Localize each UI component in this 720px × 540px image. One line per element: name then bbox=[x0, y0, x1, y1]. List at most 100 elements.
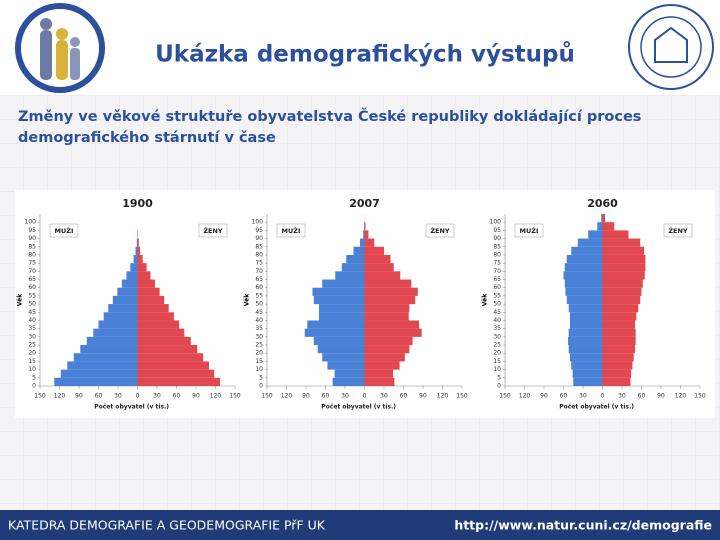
bar bbox=[570, 320, 603, 329]
x-tick-label: 0 bbox=[363, 393, 367, 400]
bar bbox=[364, 361, 400, 370]
bar bbox=[588, 230, 603, 239]
bar bbox=[602, 345, 635, 354]
bar bbox=[137, 320, 180, 329]
y-axis-label: Věk bbox=[482, 293, 489, 306]
y-tick-label: 45 bbox=[28, 309, 36, 316]
legend-box bbox=[276, 223, 306, 238]
x-tick-label: 30 bbox=[153, 393, 161, 400]
bar bbox=[341, 263, 365, 272]
y-tick-label: 55 bbox=[28, 292, 36, 299]
bar bbox=[602, 246, 645, 255]
legend-label: MUŽI bbox=[282, 226, 301, 235]
y-tick-label: 55 bbox=[255, 292, 263, 299]
y-tick-label: 95 bbox=[28, 227, 36, 234]
bar bbox=[364, 320, 420, 329]
y-tick-label: 65 bbox=[493, 276, 501, 283]
x-tick-label: 120 bbox=[437, 393, 449, 400]
bar bbox=[135, 246, 138, 255]
y-tick-label: 30 bbox=[28, 333, 36, 340]
y-tick-label: 85 bbox=[493, 243, 501, 250]
bar bbox=[363, 230, 365, 239]
y-tick-label: 45 bbox=[493, 309, 501, 316]
bar bbox=[121, 279, 138, 288]
bar bbox=[137, 377, 221, 386]
slide-title: Ukázka demografických výstupů bbox=[155, 41, 575, 68]
y-tick-label: 70 bbox=[255, 268, 263, 275]
bar bbox=[602, 336, 636, 346]
bar bbox=[364, 328, 422, 337]
bar bbox=[564, 263, 603, 272]
y-tick-label: 25 bbox=[28, 342, 36, 349]
bar bbox=[327, 361, 365, 370]
footer-right: http://www.natur.cuni.cz/demografie bbox=[454, 518, 712, 533]
bar bbox=[117, 287, 138, 296]
bar bbox=[602, 312, 637, 321]
bar bbox=[137, 287, 160, 296]
x-tick-label: 60 bbox=[173, 393, 181, 400]
bar bbox=[112, 295, 138, 305]
y-tick-label: 75 bbox=[255, 260, 263, 267]
bar bbox=[577, 238, 603, 247]
x-tick-label: 30 bbox=[114, 393, 122, 400]
bar bbox=[137, 353, 204, 362]
header-band bbox=[0, 0, 720, 95]
bar bbox=[137, 312, 174, 321]
y-tick-label: 75 bbox=[493, 260, 501, 267]
bar bbox=[80, 345, 138, 354]
bar bbox=[334, 369, 365, 378]
y-tick-label: 40 bbox=[28, 317, 36, 324]
y-tick-label: 25 bbox=[493, 342, 501, 349]
bar bbox=[602, 271, 645, 280]
bar bbox=[364, 377, 395, 386]
x-tick-label: 90 bbox=[419, 393, 427, 400]
x-tick-label: 30 bbox=[618, 393, 626, 400]
bar bbox=[108, 304, 138, 313]
bar bbox=[364, 312, 409, 321]
bar bbox=[364, 238, 375, 247]
y-tick-label: 45 bbox=[255, 309, 263, 316]
bar bbox=[133, 254, 138, 264]
y-tick-label: 100 bbox=[25, 219, 37, 226]
bar bbox=[602, 230, 629, 239]
bar bbox=[564, 279, 603, 288]
bar bbox=[137, 295, 165, 305]
bar bbox=[353, 246, 365, 255]
x-tick-label: 90 bbox=[75, 393, 83, 400]
bar bbox=[364, 336, 413, 346]
bar bbox=[602, 328, 636, 337]
bar bbox=[313, 295, 365, 305]
y-tick-label: 50 bbox=[28, 301, 36, 308]
footer-band bbox=[0, 510, 720, 540]
legend-label: MUŽI bbox=[520, 226, 539, 235]
bar bbox=[126, 271, 138, 280]
bar bbox=[364, 304, 410, 313]
chart-title: 2060 bbox=[587, 197, 618, 210]
x-tick-label: 60 bbox=[95, 393, 103, 400]
y-tick-label: 5 bbox=[497, 374, 501, 381]
bar bbox=[317, 345, 365, 354]
x-tick-label: 90 bbox=[657, 393, 665, 400]
subtitle-line: Změny ve věkové struktuře obyvatelstva Č… bbox=[18, 107, 641, 125]
bar bbox=[602, 353, 634, 362]
bar bbox=[572, 369, 603, 378]
y-tick-label: 95 bbox=[255, 227, 263, 234]
bar bbox=[137, 304, 169, 313]
y-tick-label: 40 bbox=[493, 317, 501, 324]
bar bbox=[137, 246, 141, 255]
y-tick-label: 70 bbox=[28, 268, 36, 275]
y-tick-label: 100 bbox=[252, 219, 264, 226]
y-tick-label: 60 bbox=[28, 284, 36, 291]
bar bbox=[307, 320, 365, 329]
y-tick-label: 95 bbox=[493, 227, 501, 234]
bar bbox=[364, 263, 394, 272]
bar bbox=[602, 377, 631, 386]
y-tick-label: 80 bbox=[255, 251, 263, 258]
bar bbox=[98, 320, 138, 329]
bar bbox=[597, 222, 603, 231]
x-tick-label: 60 bbox=[638, 393, 646, 400]
y-tick-label: 100 bbox=[490, 219, 502, 226]
bar bbox=[136, 238, 138, 247]
x-tick-label: 150 bbox=[34, 393, 46, 400]
legend-box bbox=[514, 223, 544, 238]
